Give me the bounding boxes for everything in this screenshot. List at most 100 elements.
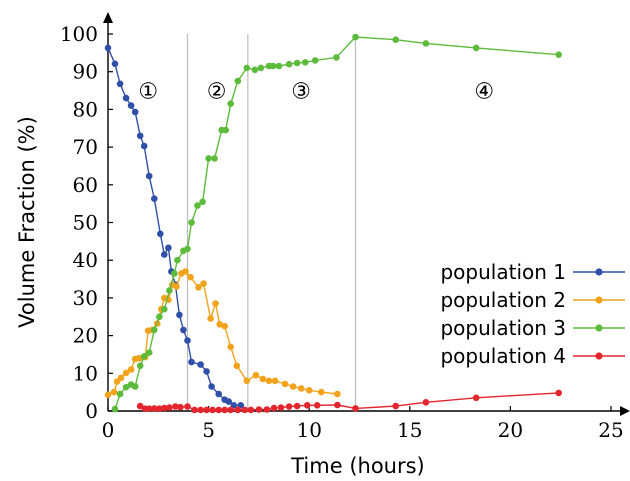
data-point <box>184 403 191 410</box>
series-4 <box>136 389 562 414</box>
phase-label: ① <box>138 80 158 105</box>
data-point <box>200 280 207 287</box>
data-point <box>334 401 341 409</box>
x-tick-label: 20 <box>498 418 523 442</box>
data-point <box>203 368 210 375</box>
series-line <box>107 270 338 396</box>
y-tick-label: 50 <box>73 211 98 235</box>
data-point <box>422 40 430 47</box>
data-point <box>174 256 181 264</box>
data-point <box>305 387 313 394</box>
data-point <box>145 405 153 413</box>
data-point <box>111 405 119 413</box>
data-point <box>166 287 173 294</box>
data-point <box>255 406 263 413</box>
data-point <box>184 337 191 344</box>
data-point <box>191 406 198 414</box>
data-point <box>271 377 279 385</box>
data-point <box>472 394 480 402</box>
data-point <box>392 36 400 43</box>
data-point <box>216 321 223 328</box>
data-point <box>472 44 480 52</box>
phase-label: ③ <box>291 80 311 105</box>
data-point <box>270 404 278 412</box>
y-tick-label: 100 <box>60 22 98 46</box>
legend-item: population 4 <box>440 344 625 368</box>
data-point <box>145 172 153 180</box>
data-point <box>318 388 325 396</box>
data-point <box>227 343 234 351</box>
data-point <box>221 322 228 330</box>
data-point <box>188 358 195 366</box>
data-point <box>184 245 191 253</box>
legend-marker <box>595 324 603 332</box>
data-point <box>259 375 267 383</box>
phase-label: ② <box>207 80 227 105</box>
x-axis-label: Time (hours) <box>290 454 425 478</box>
data-point <box>110 388 118 396</box>
data-point <box>161 404 168 412</box>
data-point <box>215 390 222 398</box>
data-point <box>221 406 228 414</box>
legend-item: population 3 <box>440 316 625 340</box>
tick-labels: 0 5 10 15 20 25 0 10 20 30 40 50 60 70 80 90 100 <box>60 22 624 442</box>
data-point <box>334 390 341 398</box>
y-tick-label: 70 <box>73 135 98 159</box>
data-point <box>122 369 130 377</box>
y-tick-label: 80 <box>73 97 98 121</box>
data-point <box>136 132 144 140</box>
x-tick-label: 15 <box>397 418 422 442</box>
series-2 <box>104 268 341 399</box>
data-point <box>199 198 206 206</box>
data-point <box>311 57 319 64</box>
data-point <box>177 403 184 411</box>
data-point <box>209 406 216 414</box>
data-point <box>277 404 285 411</box>
series-group <box>104 33 562 414</box>
data-point <box>333 54 340 61</box>
data-point <box>188 219 195 226</box>
x-tick-label: 0 <box>102 418 115 442</box>
legend-label: population 4 <box>440 344 566 368</box>
data-point <box>136 402 144 410</box>
data-point <box>180 326 187 334</box>
series-line <box>139 392 559 411</box>
data-point <box>293 402 301 410</box>
data-point <box>227 100 234 107</box>
data-point <box>122 383 130 391</box>
data-point <box>182 268 189 275</box>
x-axis-arrow-icon <box>620 406 630 416</box>
data-point <box>145 349 153 356</box>
series-1 <box>104 44 245 409</box>
legend-label: population 3 <box>440 316 566 340</box>
data-point <box>151 195 158 202</box>
x-tick-label: 5 <box>202 418 215 442</box>
data-point <box>111 60 119 68</box>
data-point <box>131 108 139 116</box>
data-point <box>127 366 135 373</box>
data-point <box>243 377 251 385</box>
y-tick-label: 0 <box>85 399 98 423</box>
data-point <box>161 251 168 258</box>
data-point <box>352 405 359 412</box>
data-point <box>352 33 359 41</box>
legend-label: population 1 <box>440 260 566 284</box>
data-point <box>247 406 255 414</box>
data-point <box>117 374 125 382</box>
data-point <box>251 66 259 74</box>
data-point <box>422 399 430 406</box>
data-point <box>151 326 158 334</box>
data-point <box>555 51 562 58</box>
data-point <box>392 402 400 410</box>
data-point <box>116 80 124 88</box>
data-point <box>285 403 293 410</box>
data-point <box>122 94 130 102</box>
data-point <box>171 270 178 277</box>
legend-marker <box>595 296 603 304</box>
phase-boundaries <box>186 34 357 411</box>
data-point <box>225 398 232 405</box>
data-point <box>140 142 148 150</box>
data-point <box>157 230 164 238</box>
data-point <box>195 284 202 291</box>
